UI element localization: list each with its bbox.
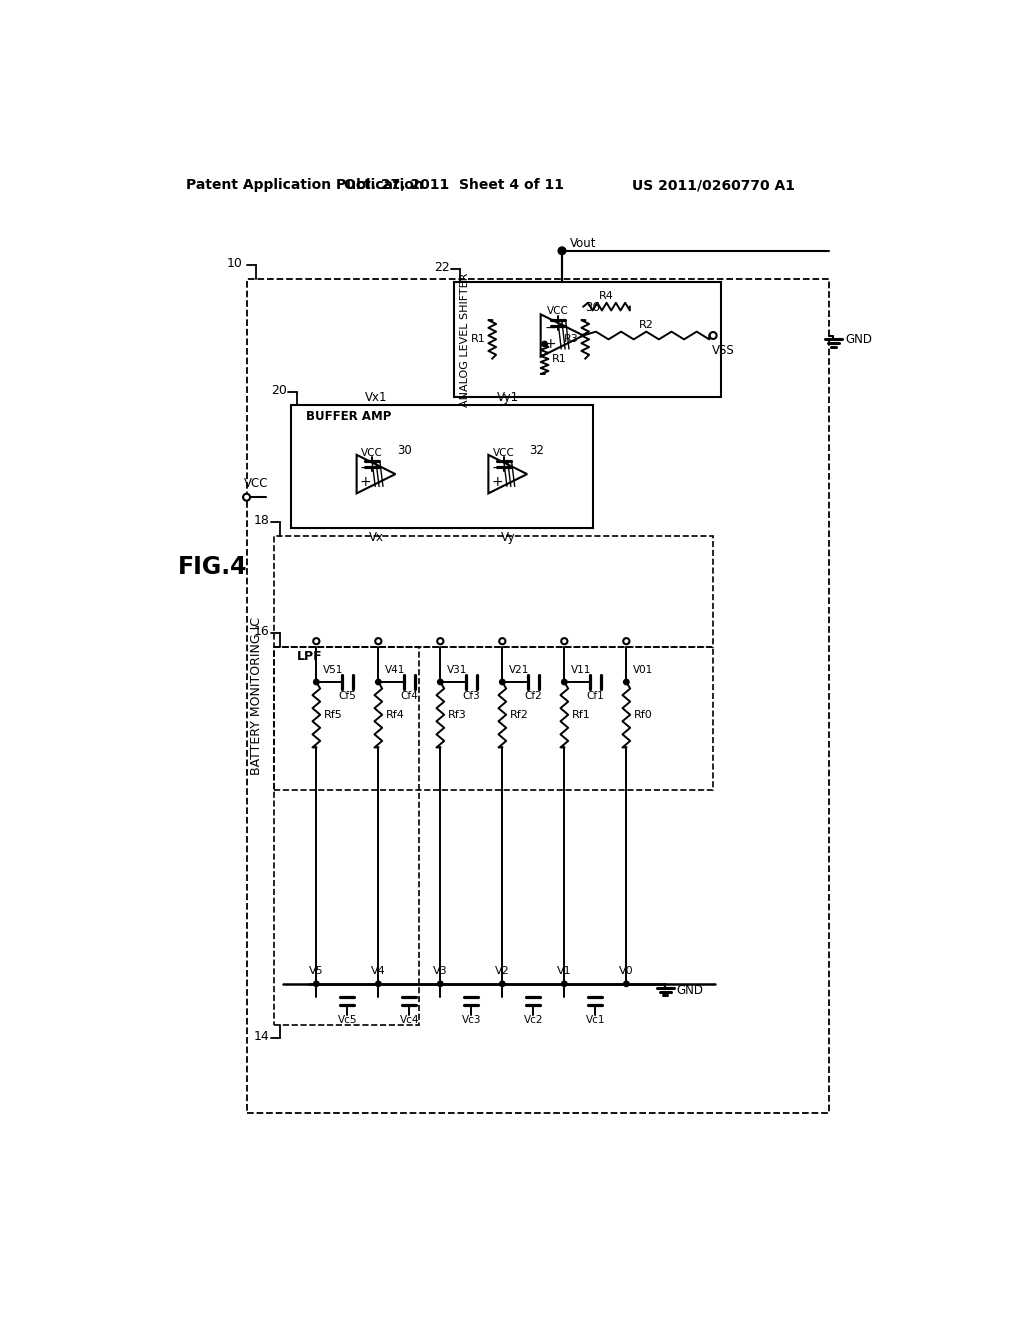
Text: FIG.4: FIG.4 xyxy=(178,554,248,578)
Circle shape xyxy=(542,342,547,347)
Text: Vc1: Vc1 xyxy=(586,1015,605,1026)
Text: Vc5: Vc5 xyxy=(338,1015,357,1026)
Text: +: + xyxy=(492,475,503,488)
Circle shape xyxy=(624,981,629,986)
Text: VSS: VSS xyxy=(712,345,734,358)
Text: R4: R4 xyxy=(599,290,614,301)
Text: US 2011/0260770 A1: US 2011/0260770 A1 xyxy=(632,178,795,193)
Text: Vx1: Vx1 xyxy=(365,391,387,404)
Text: GND: GND xyxy=(845,333,871,346)
Text: V4: V4 xyxy=(371,966,386,975)
Circle shape xyxy=(710,333,717,339)
Text: Oct. 27, 2011  Sheet 4 of 11: Oct. 27, 2011 Sheet 4 of 11 xyxy=(343,178,563,193)
Text: V21: V21 xyxy=(509,665,529,676)
Text: Vy: Vy xyxy=(501,531,515,544)
Circle shape xyxy=(437,680,443,685)
Text: 18: 18 xyxy=(254,513,270,527)
Text: V41: V41 xyxy=(385,665,404,676)
Text: Vy1: Vy1 xyxy=(497,391,519,404)
Circle shape xyxy=(437,981,443,986)
Circle shape xyxy=(500,981,505,986)
Text: Vc2: Vc2 xyxy=(523,1015,543,1026)
Text: Patent Application Publication: Patent Application Publication xyxy=(186,178,424,193)
Text: LPF: LPF xyxy=(297,649,323,663)
Text: R1: R1 xyxy=(552,354,567,364)
Circle shape xyxy=(375,638,381,644)
Circle shape xyxy=(624,680,629,685)
Text: Cf5: Cf5 xyxy=(339,690,356,701)
Bar xyxy=(273,647,713,789)
Text: Vc4: Vc4 xyxy=(399,1015,419,1026)
Text: 14: 14 xyxy=(254,1030,270,1043)
Text: Rf3: Rf3 xyxy=(449,710,467,719)
Circle shape xyxy=(313,981,319,986)
Text: 32: 32 xyxy=(529,445,544,458)
Text: V3: V3 xyxy=(433,966,447,975)
Text: ANALOG LEVEL SHIFTER: ANALOG LEVEL SHIFTER xyxy=(460,272,470,407)
Text: V1: V1 xyxy=(557,966,571,975)
Text: V31: V31 xyxy=(446,665,467,676)
Circle shape xyxy=(558,247,565,255)
Text: R1: R1 xyxy=(471,334,485,345)
Circle shape xyxy=(561,638,567,644)
Text: −: − xyxy=(492,461,503,475)
Text: V5: V5 xyxy=(309,966,324,975)
Circle shape xyxy=(500,638,506,644)
Circle shape xyxy=(437,638,443,644)
Circle shape xyxy=(313,638,319,644)
Text: VCC: VCC xyxy=(361,447,383,458)
Text: Rf4: Rf4 xyxy=(386,710,404,719)
Text: VCC: VCC xyxy=(244,477,268,490)
Text: V01: V01 xyxy=(633,665,652,676)
Text: Vc3: Vc3 xyxy=(462,1015,481,1026)
Bar xyxy=(273,536,713,647)
Circle shape xyxy=(624,638,630,644)
Text: V2: V2 xyxy=(495,966,510,975)
Text: BATTERY MONITORING IC: BATTERY MONITORING IC xyxy=(250,618,263,775)
Text: 20: 20 xyxy=(271,384,287,397)
Text: GND: GND xyxy=(677,983,703,997)
Text: Vx: Vx xyxy=(369,531,384,544)
Text: V51: V51 xyxy=(323,665,343,676)
Text: VCC: VCC xyxy=(493,447,515,458)
Circle shape xyxy=(561,680,567,685)
Text: +: + xyxy=(544,337,556,351)
Text: V11: V11 xyxy=(570,665,591,676)
Circle shape xyxy=(376,680,381,685)
Circle shape xyxy=(313,680,319,685)
Text: Cf1: Cf1 xyxy=(587,690,604,701)
Text: VCC: VCC xyxy=(547,306,568,315)
Text: Vout: Vout xyxy=(569,236,596,249)
Text: Rf2: Rf2 xyxy=(510,710,529,719)
Circle shape xyxy=(376,981,381,986)
Text: R2: R2 xyxy=(639,319,653,330)
Bar xyxy=(273,647,419,1024)
Circle shape xyxy=(559,248,564,253)
Bar xyxy=(454,281,721,397)
Text: V0: V0 xyxy=(620,966,634,975)
Text: 36: 36 xyxy=(586,301,600,314)
Text: +: + xyxy=(359,475,371,488)
Text: R3: R3 xyxy=(564,334,579,345)
Text: −: − xyxy=(544,321,556,335)
Text: Cf4: Cf4 xyxy=(400,690,418,701)
Circle shape xyxy=(561,981,567,986)
Text: Rf0: Rf0 xyxy=(634,710,653,719)
Text: 30: 30 xyxy=(397,445,412,458)
Text: BUFFER AMP: BUFFER AMP xyxy=(306,409,391,422)
Bar xyxy=(291,405,593,528)
Circle shape xyxy=(243,494,250,500)
Circle shape xyxy=(500,680,505,685)
Text: −: − xyxy=(359,461,371,475)
Text: Cf2: Cf2 xyxy=(524,690,542,701)
Text: Rf1: Rf1 xyxy=(572,710,591,719)
Text: 10: 10 xyxy=(227,257,243,271)
Text: 16: 16 xyxy=(254,626,270,639)
Text: Cf3: Cf3 xyxy=(463,690,480,701)
Text: 22: 22 xyxy=(434,261,450,275)
Text: Rf5: Rf5 xyxy=(324,710,343,719)
Bar xyxy=(247,280,829,1113)
